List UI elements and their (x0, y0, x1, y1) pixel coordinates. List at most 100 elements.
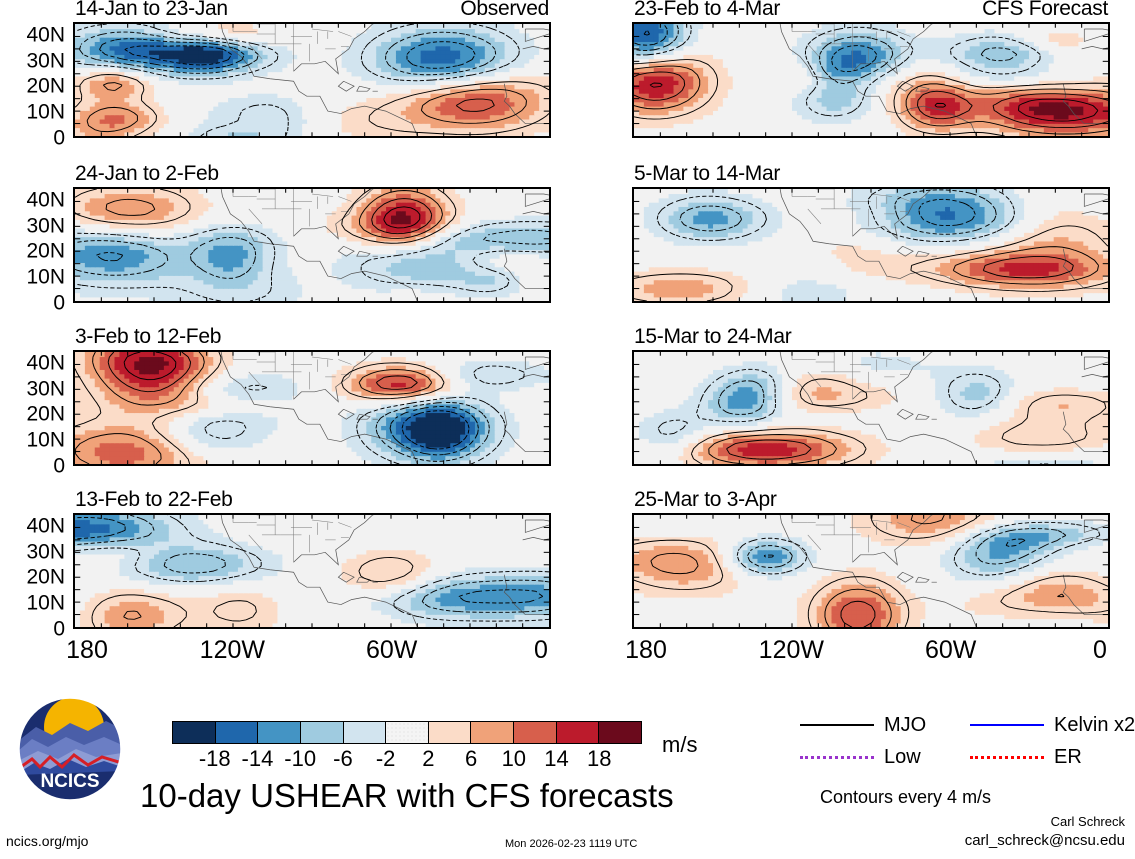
x-tick-label: 0 (1093, 635, 1107, 665)
map-panel: 23-Feb to 4-Mar CFS Forecast (562, 0, 1110, 144)
panel-title: 23-Feb to 4-Mar (634, 0, 780, 19)
map-plot-area (632, 187, 1110, 303)
y-tick-label: 0 (53, 619, 65, 640)
ncics-logo: NCICS (18, 697, 122, 801)
page-title: 10-day USHEAR with CFS forecasts (140, 778, 674, 814)
colorbar-tick-label: 14 (544, 746, 568, 772)
map-panel: 13-Feb to 22-Feb 40N 30N 20N 10N 0 180 120W 60W 0 (3, 489, 551, 673)
map-plot-area (73, 350, 551, 466)
y-tick-label: 20N (26, 76, 65, 97)
colorbar-tick-label: 10 (502, 746, 526, 772)
y-axis-labels: 40N 30N 20N 10N 0 (3, 513, 69, 639)
colorbar-tick-label: -2 (376, 746, 396, 772)
map-plot-area (73, 513, 551, 629)
site-url[interactable]: ncics.org/mjo (6, 833, 88, 849)
map-panel: 5-Mar to 14-Mar (562, 163, 1110, 309)
y-tick-label: 10N (26, 102, 65, 123)
y-tick-label: 10N (26, 430, 65, 451)
panel-title: 5-Mar to 14-Mar (634, 163, 780, 184)
panel-title: 13-Feb to 22-Feb (75, 489, 233, 510)
x-axis-labels: 180 120W 60W 0 (625, 635, 1110, 665)
colorbar-tick-label: 2 (422, 746, 434, 772)
colorbar-tick-labels: -18 -14 -10 -6 -2 2 6 10 14 18 (172, 746, 642, 772)
y-tick-label: 0 (53, 293, 65, 314)
panel-title: 25-Mar to 3-Apr (634, 489, 777, 510)
y-axis-labels: 40N 30N 20N 10N 0 (3, 350, 69, 476)
colorbar-tick-label: -6 (333, 746, 353, 772)
y-axis-labels: 40N 30N 20N 10N 0 (3, 187, 69, 313)
map-plot-area (632, 513, 1110, 629)
panel-title: 3-Feb to 12-Feb (75, 326, 221, 347)
colorbar-swatch (300, 722, 344, 743)
y-tick-label: 30N (26, 215, 65, 236)
x-tick-label: 120W (759, 635, 824, 665)
colorbar-tick-label: -10 (284, 746, 316, 772)
colorbar-units-label: m/s (662, 733, 697, 757)
panel-grid: 14-Jan to 23-Jan Observed 40N 30N 20N 10N 0 24-… (3, 0, 1110, 673)
colorbar-swatch (215, 722, 259, 743)
y-tick-label: 30N (26, 541, 65, 562)
map-panel: 24-Jan to 2-Feb 40N 30N 20N 10N 0 (3, 163, 551, 314)
legend-line-swatch (970, 724, 1044, 726)
x-tick-label: 0 (534, 635, 548, 665)
column-header: Observed (460, 0, 549, 19)
x-tick-label: 180 (66, 635, 108, 665)
column-header: CFS Forecast (982, 0, 1108, 19)
colorbar-tick-label: 6 (465, 746, 477, 772)
y-tick-label: 40N (26, 352, 65, 373)
map-plot-area (632, 350, 1110, 466)
author-name: Carl Schreck (1051, 814, 1125, 830)
legend-label: Low (884, 745, 921, 769)
timestamp: Mon 2026-02-23 1119 UTC (505, 838, 637, 851)
y-tick-label: 10N (26, 593, 65, 614)
x-tick-label: 60W (366, 635, 417, 665)
y-axis-labels: 40N 30N 20N 10N 0 (3, 22, 69, 148)
legend-line-swatch (970, 756, 1044, 759)
panel-title: 14-Jan to 23-Jan (75, 0, 228, 19)
map-plot-area (632, 22, 1110, 138)
panel-title: 15-Mar to 24-Mar (634, 326, 792, 347)
y-tick-label: 40N (26, 189, 65, 210)
legend-line-swatch (800, 724, 874, 726)
colorbar-swatch (386, 722, 429, 743)
colorbar-tick-label: -18 (199, 746, 231, 772)
colorbar-swatch (514, 722, 557, 743)
map-panel: 14-Jan to 23-Jan Observed 40N 30N 20N 10N 0 (3, 0, 551, 149)
colorbar-swatch (599, 722, 642, 743)
colorbar-swatch (258, 722, 301, 743)
map-plot-area (73, 22, 551, 138)
x-axis-labels: 180 120W 60W 0 (66, 635, 551, 665)
y-tick-label: 0 (53, 456, 65, 477)
legend-label: MJO (884, 713, 926, 737)
y-tick-label: 30N (26, 378, 65, 399)
map-panel: 25-Mar to 3-Apr 180 120W 60W 0 (562, 489, 1110, 673)
x-tick-label: 60W (925, 635, 976, 665)
x-tick-label: 180 (625, 635, 667, 665)
map-panel: 3-Feb to 12-Feb 40N 30N 20N 10N 0 (3, 326, 551, 477)
colorbar-swatch (556, 722, 600, 743)
y-tick-label: 40N (26, 24, 65, 45)
y-tick-label: 20N (26, 567, 65, 588)
author-email[interactable]: carl_schreck@ncsu.edu (965, 832, 1125, 850)
panel-title: 24-Jan to 2-Feb (75, 163, 219, 184)
y-tick-label: 20N (26, 404, 65, 425)
contour-interval-note: Contours every 4 m/s (820, 786, 991, 808)
y-tick-label: 20N (26, 241, 65, 262)
colorbar-swatch (173, 722, 216, 743)
map-panel: 15-Mar to 24-Mar (562, 326, 1110, 472)
colorbar-tick-label: 18 (587, 746, 611, 772)
colorbar-tick-label: -14 (242, 746, 274, 772)
contour-legend: MJO Kelvin x2 Low ER (800, 713, 1135, 773)
colorbar-swatch (343, 722, 387, 743)
logo-text: NCICS (40, 771, 99, 792)
x-tick-label: 120W (200, 635, 265, 665)
colorbar-swatch (428, 722, 472, 743)
colorbar (172, 721, 642, 744)
legend-label: Kelvin x2 (1054, 713, 1135, 737)
y-tick-label: 0 (53, 128, 65, 149)
map-plot-area (73, 187, 551, 303)
y-tick-label: 30N (26, 50, 65, 71)
colorbar-swatch (471, 722, 515, 743)
y-tick-label: 40N (26, 515, 65, 536)
legend-label: ER (1054, 745, 1082, 769)
